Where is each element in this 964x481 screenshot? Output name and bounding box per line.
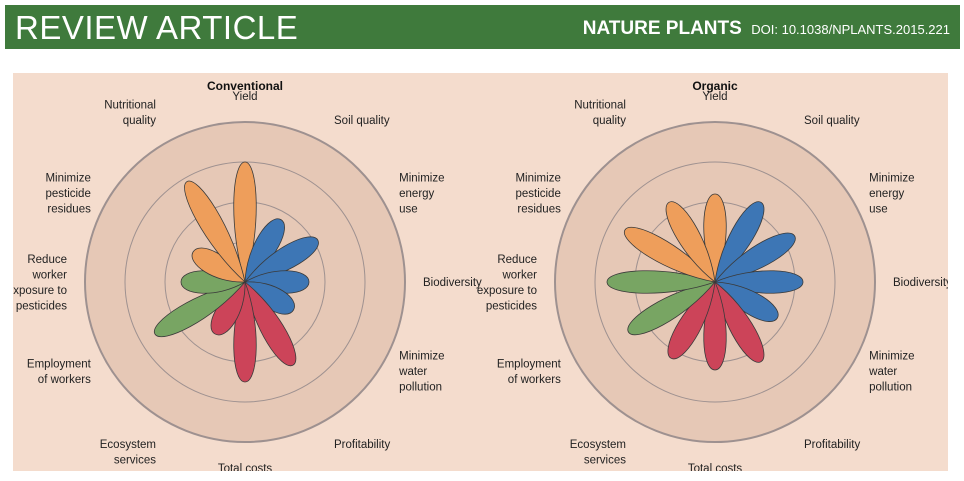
category-label-total-costs: Total costs bbox=[218, 463, 273, 471]
category-label-soil-quality: Soil quality bbox=[334, 115, 390, 127]
category-label-yield: Yield bbox=[232, 91, 257, 103]
category-label-biodiversity: Biodiversity bbox=[893, 277, 948, 289]
category-label-minimize-water-pollution: Minimize water pollution bbox=[398, 351, 444, 394]
category-label-minimize-water-pollution: Minimize water pollution bbox=[868, 351, 914, 394]
journal-info: NATURE PLANTS DOI: 10.1038/NPLANTS.2015.… bbox=[583, 18, 950, 40]
category-label-profitability: Profitability bbox=[334, 439, 390, 451]
category-label-minimize-pesticide-residues: Minimize pesticide residues bbox=[515, 173, 561, 216]
scale-ring-3 bbox=[594, 161, 836, 403]
category-label-employment-of-workers: Employment of workers bbox=[27, 358, 92, 386]
petal-reduce-worker-exposure-to-pesticides bbox=[606, 270, 717, 294]
chart-title: Conventional bbox=[207, 79, 283, 93]
category-label-yield: Yield bbox=[702, 91, 727, 103]
category-label-nutritional-quality: Nutritional quality bbox=[104, 99, 156, 127]
figure-panel: Conventional Yield Soil quality Minimize ene… bbox=[13, 73, 948, 471]
petal-nutritional-quality bbox=[184, 180, 246, 284]
category-label-nutritional-quality: Nutritional quality bbox=[574, 99, 626, 127]
section-label: REVIEW ARTICLE bbox=[15, 9, 299, 46]
category-label-soil-quality: Soil quality bbox=[804, 115, 860, 127]
category-label-minimize-energy-use: Minimize energy use bbox=[399, 173, 444, 216]
category-label-biodiversity: Biodiversity bbox=[423, 277, 482, 289]
petal-soil-quality bbox=[714, 201, 765, 283]
petal-profitability bbox=[244, 281, 297, 367]
petal-nutritional-quality bbox=[665, 201, 716, 283]
category-label-minimize-pesticide-residues: Minimize pesticide residues bbox=[45, 173, 91, 216]
category-label-ecosystem-services: Ecosystem services bbox=[100, 439, 156, 467]
petal-employment-of-workers bbox=[627, 281, 716, 336]
category-label-minimize-energy-use: Minimize energy use bbox=[869, 173, 914, 216]
article-header-banner: REVIEW ARTICLE NATURE PLANTS DOI: 10.103… bbox=[5, 5, 960, 49]
doi-text: DOI: 10.1038/NPLANTS.2015.221 bbox=[751, 22, 950, 37]
chart-title: Organic bbox=[692, 79, 738, 93]
journal-name: NATURE PLANTS bbox=[582, 18, 742, 39]
category-label-employment-of-workers: Employment of workers bbox=[497, 358, 562, 386]
petal-minimize-pesticide-residues bbox=[624, 226, 717, 283]
petal-employment-of-workers bbox=[154, 281, 247, 338]
category-label-profitability: Profitability bbox=[804, 439, 860, 451]
category-label-ecosystem-services: Ecosystem services bbox=[570, 439, 626, 467]
category-label-total-costs: Total costs bbox=[688, 463, 743, 471]
